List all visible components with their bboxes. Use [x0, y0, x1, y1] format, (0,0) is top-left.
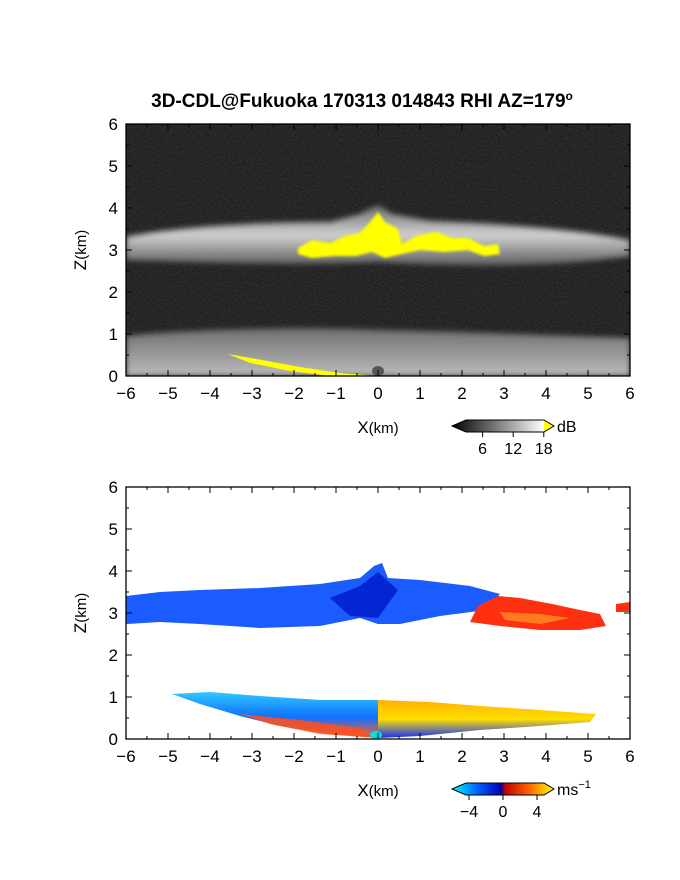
upper-layer-core	[330, 572, 398, 618]
x-tick-label: 4	[541, 747, 550, 766]
colorbar-tick-label: 6	[478, 441, 487, 458]
x-tick-label: 3	[499, 384, 508, 403]
colorbar-tick-label: 18	[535, 441, 553, 458]
y-tick-label: 2	[109, 283, 118, 302]
y-tick-label: 5	[109, 520, 118, 539]
colorbar-tick-label: −4	[460, 804, 478, 821]
y-tick-label: 5	[109, 157, 118, 176]
velocity-colorbar-bar	[450, 782, 555, 796]
velocity-colorbar-unit: ms−1	[557, 779, 591, 799]
x-tick-label: 6	[625, 747, 634, 766]
y-tick-label: 0	[109, 730, 118, 749]
reflectivity-colorbar-ticks: 6 12 18	[478, 432, 553, 458]
x-tick-label: 5	[583, 747, 592, 766]
x-tick-label: −3	[242, 384, 261, 403]
x-tick-label: 5	[583, 384, 592, 403]
x-tick-label: −3	[242, 747, 261, 766]
y-tick-label: 6	[109, 115, 118, 134]
x-tick-label: −6	[116, 747, 135, 766]
lower-layer-mixed	[240, 714, 378, 738]
y-tick-label: 2	[109, 646, 118, 665]
upper-cloud-core	[298, 212, 500, 258]
velocity-colorbar: −4 0 4 ms−1	[450, 779, 591, 821]
reflectivity-colorbar: 6 12 18 dB	[450, 419, 577, 458]
y-tick-label: 6	[109, 478, 118, 497]
reflectivity-colorbar-unit: dB	[557, 419, 577, 436]
y-tick-label: 0	[109, 367, 118, 386]
ground-echo	[228, 354, 378, 376]
x-tick-label: −2	[284, 747, 303, 766]
y-tick-label: 3	[109, 604, 118, 623]
colorbar-tick-label: 0	[499, 804, 508, 821]
x-tick-label: −1	[326, 384, 345, 403]
y-tick-label: 4	[109, 199, 118, 218]
reflectivity-colorbar-bar	[450, 419, 555, 433]
x-tick-label: 3	[499, 747, 508, 766]
near-radar-echo	[370, 731, 382, 739]
upper-layer-approaching	[126, 563, 500, 628]
x-tick-label: 6	[625, 384, 634, 403]
x-tick-label: 1	[415, 747, 424, 766]
velocity-panel: −6 −5 −4 −3 −2 −1 0 1 2 3 4 5 6 0 1 2 3 4 5 6 Z(km) X(km) −…	[71, 478, 635, 821]
y-tick-label: 1	[109, 688, 118, 707]
x-tick-label: 2	[457, 747, 466, 766]
x-tick-label: 2	[457, 384, 466, 403]
upper-layer-receding-core	[500, 612, 570, 624]
colorbar-tick-label: 12	[504, 441, 522, 458]
velocity-image	[126, 487, 630, 739]
reflectivity-image	[126, 124, 630, 376]
x-tick-label: −5	[158, 384, 177, 403]
x-tick-label: −6	[116, 384, 135, 403]
colorbar-tick-label: 4	[533, 804, 542, 821]
reflectivity-axis-ticks: −6 −5 −4 −3 −2 −1 0 1 2 3 4 5 6 0 1 2 3 4 5 6	[109, 115, 635, 403]
x-tick-label: 4	[541, 384, 550, 403]
x-tick-label: −2	[284, 384, 303, 403]
x-tick-label: −5	[158, 747, 177, 766]
x-tick-label: 0	[373, 747, 382, 766]
lower-layer-receding	[378, 700, 596, 738]
chart-title: 3D-CDL@Fukuoka 170313 014843 RHI AZ=179o	[151, 89, 573, 112]
velocity-x-label: X(km)	[357, 781, 398, 800]
y-tick-label: 4	[109, 562, 118, 581]
y-tick-label: 3	[109, 241, 118, 260]
velocity-colorbar-ticks: −4 0 4	[460, 795, 542, 821]
reflectivity-x-label: X(km)	[357, 418, 398, 437]
velocity-axis-ticks: −6 −5 −4 −3 −2 −1 0 1 2 3 4 5 6 0 1 2 3 4 5 6	[109, 478, 635, 766]
upper-layer-receding	[470, 596, 606, 630]
x-tick-label: −1	[326, 747, 345, 766]
reflectivity-y-label: Z(km)	[71, 230, 90, 270]
x-tick-label: −4	[200, 747, 219, 766]
x-tick-label: −4	[200, 384, 219, 403]
lower-echo-layer	[126, 328, 630, 376]
y-tick-label: 1	[109, 325, 118, 344]
velocity-y-label: Z(km)	[71, 593, 90, 633]
x-tick-label: 0	[373, 384, 382, 403]
far-echo	[616, 602, 630, 612]
x-tick-label: 1	[415, 384, 424, 403]
